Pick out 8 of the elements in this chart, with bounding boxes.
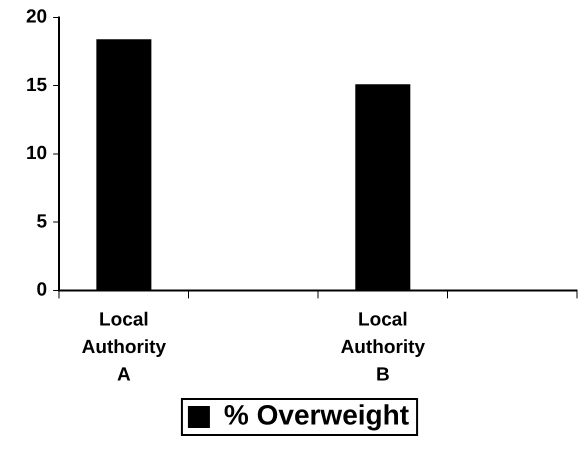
x-tick-label: Local Authority B <box>340 309 426 386</box>
y-tick-label: 0 <box>36 280 48 301</box>
y-tick-label: 15 <box>26 74 48 96</box>
legend-label: % Overweight <box>224 400 410 431</box>
y-tick-label: 20 <box>26 6 48 28</box>
y-tick-label: 10 <box>26 143 48 164</box>
x-tick-label: Local Authority A <box>82 309 167 386</box>
y-tick-label: 5 <box>36 211 48 232</box>
